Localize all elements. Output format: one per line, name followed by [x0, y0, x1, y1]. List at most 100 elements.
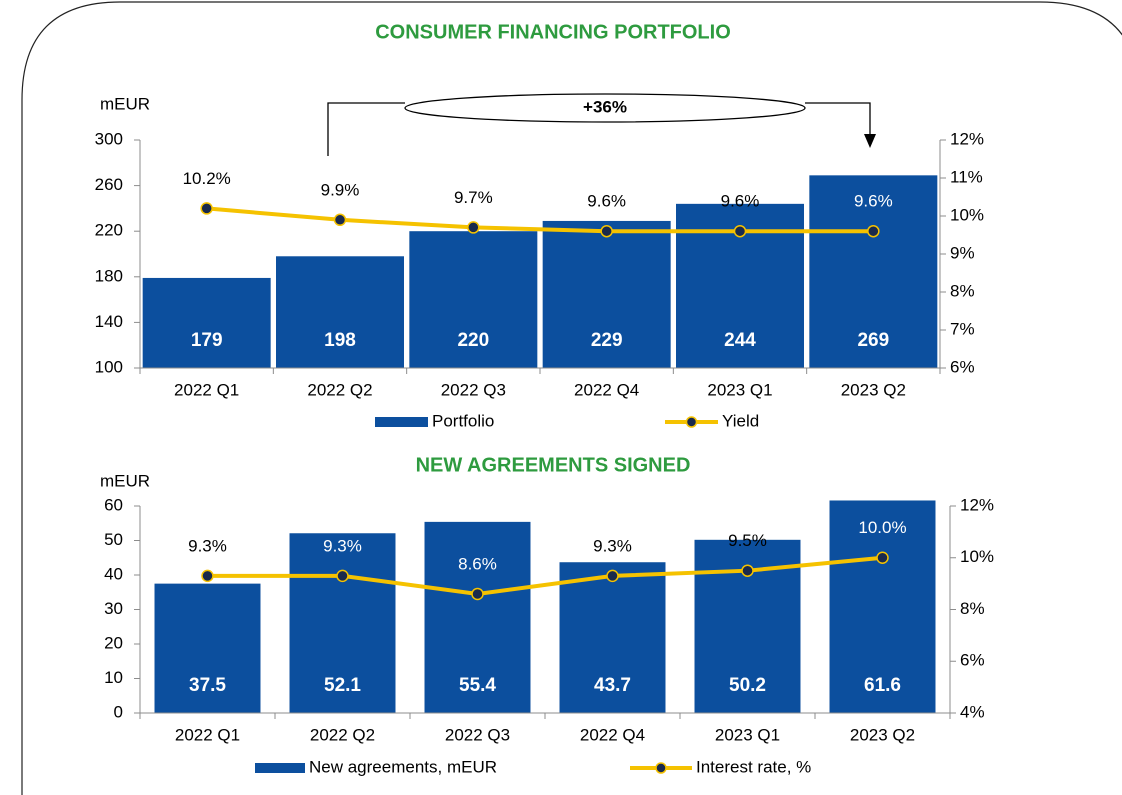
- frame: [21, 1, 1122, 795]
- bar-value-label: 50.2: [729, 675, 766, 696]
- line-marker: [467, 221, 480, 234]
- legend-swatch: [255, 763, 305, 773]
- line-value-label: 9.6%: [587, 192, 626, 211]
- y2-tick-label: 4%: [960, 702, 985, 721]
- line: [206, 206, 874, 234]
- bar-value-label: 43.7: [594, 675, 631, 696]
- y-tick-label: 0: [114, 702, 123, 721]
- line-marker: [741, 564, 754, 577]
- bar-value-label: 229: [591, 330, 623, 351]
- y-tick-label: 300: [95, 129, 123, 148]
- line-value-label: 9.5%: [728, 531, 767, 550]
- y2-tick-label: 8%: [950, 281, 975, 300]
- bar-value-label: 55.4: [459, 675, 496, 696]
- x-tick-label: 2022 Q4: [580, 725, 645, 744]
- y-tick-label: 40: [104, 564, 123, 583]
- legend-label: Yield: [722, 411, 759, 430]
- x-tick-label: 2022 Q2: [310, 725, 375, 744]
- bar: [424, 521, 531, 713]
- x-tick-label: 2023 Q1: [707, 380, 772, 399]
- y-tick-label: 100: [95, 357, 123, 376]
- line-value-label: 9.6%: [854, 192, 893, 211]
- bar: [809, 175, 938, 368]
- y2-tick-label: 12%: [950, 129, 984, 148]
- legend-label: Portfolio: [432, 411, 494, 430]
- x-tick-label: 2022 Q3: [445, 725, 510, 744]
- legend-label: Interest rate, %: [696, 757, 811, 776]
- y2-tick-label: 9%: [950, 243, 975, 262]
- annotation-ellipse: [404, 93, 806, 123]
- y2-tick-label: 11%: [950, 167, 983, 186]
- x-tick-label: 2022 Q2: [307, 380, 372, 399]
- line-marker: [876, 551, 889, 564]
- x-tick-label: 2022 Q3: [441, 380, 506, 399]
- line-value-label: 9.7%: [454, 188, 493, 207]
- line-value-label: 10.0%: [858, 518, 906, 537]
- x-tick-label: 2022 Q1: [174, 380, 239, 399]
- bar-value-label: 198: [324, 330, 356, 351]
- line-value-label: 10.2%: [183, 169, 231, 188]
- bar: [289, 533, 396, 713]
- y-tick-label: 20: [104, 633, 123, 652]
- legend-marker: [655, 762, 667, 774]
- legend-swatch: [375, 417, 428, 427]
- bar-value-label: 179: [191, 330, 223, 351]
- x-tick-label: 2022 Q4: [574, 380, 639, 399]
- legend-label: New agreements, mEUR: [309, 757, 497, 776]
- line-marker: [471, 587, 484, 601]
- y2-tick-label: 10%: [960, 547, 994, 566]
- bar: [409, 231, 538, 368]
- line-value-label: 9.3%: [323, 536, 362, 555]
- y-tick-label: 260: [95, 175, 123, 194]
- bar: [829, 500, 936, 713]
- bracket: [805, 102, 871, 136]
- x-tick-label: 2023 Q2: [841, 380, 906, 399]
- bar-value-label: 37.5: [189, 675, 226, 696]
- line-marker: [867, 224, 880, 238]
- line-value-label: 9.3%: [188, 536, 227, 555]
- y2-tick-label: 6%: [960, 651, 985, 670]
- y2-tick-label: 8%: [960, 599, 985, 618]
- line-marker: [600, 224, 613, 238]
- bar-value-label: 269: [857, 330, 889, 351]
- x-tick-label: 2023 Q1: [715, 725, 780, 744]
- bar-value-label: 220: [457, 330, 489, 351]
- y-tick-label: 50: [104, 530, 123, 549]
- line-marker: [606, 569, 619, 583]
- line-marker: [733, 224, 747, 238]
- y-tick-label: 180: [95, 266, 123, 285]
- bar: [276, 256, 404, 368]
- y2-tick-label: 10%: [950, 205, 984, 224]
- line-marker: [201, 569, 214, 583]
- bar-value-label: 52.1: [324, 675, 361, 696]
- bracket: [327, 102, 405, 156]
- bar: [542, 220, 671, 368]
- y2-tick-label: 7%: [950, 319, 975, 338]
- y-tick-label: 30: [104, 599, 123, 618]
- bar-value-label: 244: [724, 330, 756, 351]
- y-tick-label: 140: [95, 312, 123, 331]
- line-marker: [200, 202, 213, 215]
- y2-tick-label: 12%: [960, 495, 994, 514]
- x-tick-label: 2023 Q2: [850, 725, 915, 744]
- bar: [559, 562, 666, 713]
- line-value-label: 8.6%: [458, 554, 497, 573]
- y2-tick-label: 6%: [950, 357, 975, 376]
- y-tick-label: 10: [104, 668, 123, 687]
- y-axis-label: mEUR: [100, 471, 150, 490]
- line-marker: [333, 213, 347, 227]
- line-value-label: 9.6%: [721, 192, 760, 211]
- arrow-head: [864, 134, 876, 148]
- chart-title: NEW AGREEMENTS SIGNED: [416, 454, 691, 476]
- legend-marker: [685, 416, 698, 428]
- line-marker: [336, 569, 349, 583]
- chart-title: CONSUMER FINANCING PORTFOLIO: [375, 21, 731, 43]
- bar-value-label: 61.6: [864, 675, 901, 696]
- bar: [154, 583, 261, 713]
- y-tick-label: 60: [104, 495, 123, 514]
- annotation-text: +36%: [583, 97, 627, 116]
- bar: [142, 277, 271, 368]
- y-tick-label: 220: [95, 221, 123, 240]
- x-tick-label: 2022 Q1: [175, 725, 240, 744]
